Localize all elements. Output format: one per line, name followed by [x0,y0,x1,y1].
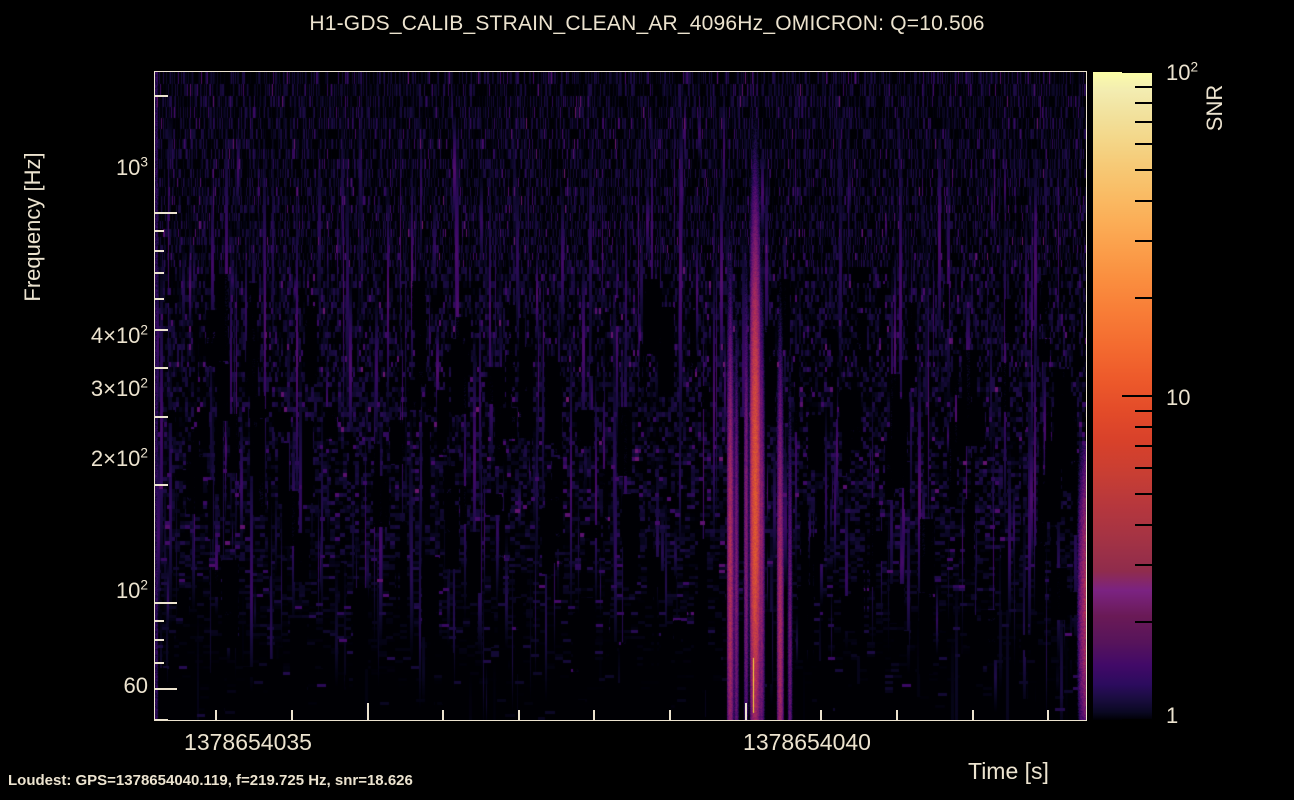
x-tick-label: 1378654040 [743,729,871,755]
x-tick-mark [517,710,520,720]
y-tick-mark [155,662,164,665]
colorbar-tick-mark [1135,85,1152,88]
spectrogram-image [155,72,1086,720]
spectrogram-canvas [155,72,1086,720]
y-tick-mark [155,415,168,418]
colorbar-tick-mark [1135,466,1152,469]
colorbar-tick-mark [1135,445,1152,448]
y-tick-mark [155,639,164,642]
y-tick-mark [155,601,177,604]
loudest-event-status: Loudest: GPS=1378654040.119, f=219.725 H… [8,772,413,789]
y-tick-label: 3×102 [90,375,148,401]
y-tick-label: 2×102 [90,445,148,471]
page-title: H1-GDS_CALIB_STRAIN_CLEAN_AR_4096Hz_OMIC… [309,12,985,35]
colorbar-tick-mark [1135,621,1152,624]
x-tick-mark [366,703,369,720]
colorbar-tick-label: 1 [1166,703,1179,728]
colorbar-tick-mark [1135,168,1152,171]
x-tick-mark [971,710,974,720]
y-tick-mark [155,484,168,487]
colorbar-tick-mark [1135,142,1152,145]
colorbar-tick-mark [1135,199,1152,202]
y-tick-mark [155,229,164,232]
y-axis-label: Frequency [Hz] [20,152,45,302]
colorbar-tick-mark [1122,395,1152,397]
colorbar-tick-mark [1135,409,1152,412]
y-tick-mark [155,329,168,332]
x-tick-mark [442,710,445,720]
colorbar-tick-label: 10 [1166,385,1191,410]
colorbar-tick-mark [1135,297,1152,300]
colorbar-tick-mark [1135,102,1152,105]
colorbar-tick-mark [1135,492,1152,495]
y-tick-mark [155,619,164,622]
colorbar-tick-mark [1135,564,1152,567]
y-tick-label: 60 [123,673,148,698]
x-tick-mark [290,710,293,720]
y-tick-mark [155,94,168,97]
y-tick-mark [155,688,177,691]
x-tick-mark [744,703,747,720]
colorbar-tick-label: 102 [1166,59,1199,85]
y-tick-mark [155,367,168,370]
y-tick-label: 4×102 [90,322,148,348]
colorbar-tick-mark [1122,719,1152,721]
x-tick-mark [1047,710,1050,720]
spectrogram-plot-area[interactable] [155,72,1086,720]
x-tick-mark [593,710,596,720]
y-tick-mark [155,298,164,301]
colorbar-label: SNR [1202,84,1227,132]
colorbar-tick-mark [1135,121,1152,124]
y-tick-mark [155,211,177,214]
x-axis-label: Time [s] [968,758,1049,784]
x-tick-mark [895,710,898,720]
y-tick-mark [155,272,164,275]
colorbar-tick-mark [1122,71,1152,73]
x-tick-mark [820,710,823,720]
y-tick-label: 103 [115,154,148,180]
y-tick-mark [155,249,164,252]
colorbar-tick-mark [1135,523,1152,526]
y-tick-label: 102 [115,577,148,603]
colorbar-tick-mark [1135,426,1152,429]
x-tick-mark [215,710,218,720]
x-tick-label: 1378654035 [184,729,312,755]
colorbar-tick-mark [1135,240,1152,243]
y-tick-mark [155,719,168,720]
colorbar[interactable] [1093,71,1152,721]
x-tick-mark [669,710,672,720]
